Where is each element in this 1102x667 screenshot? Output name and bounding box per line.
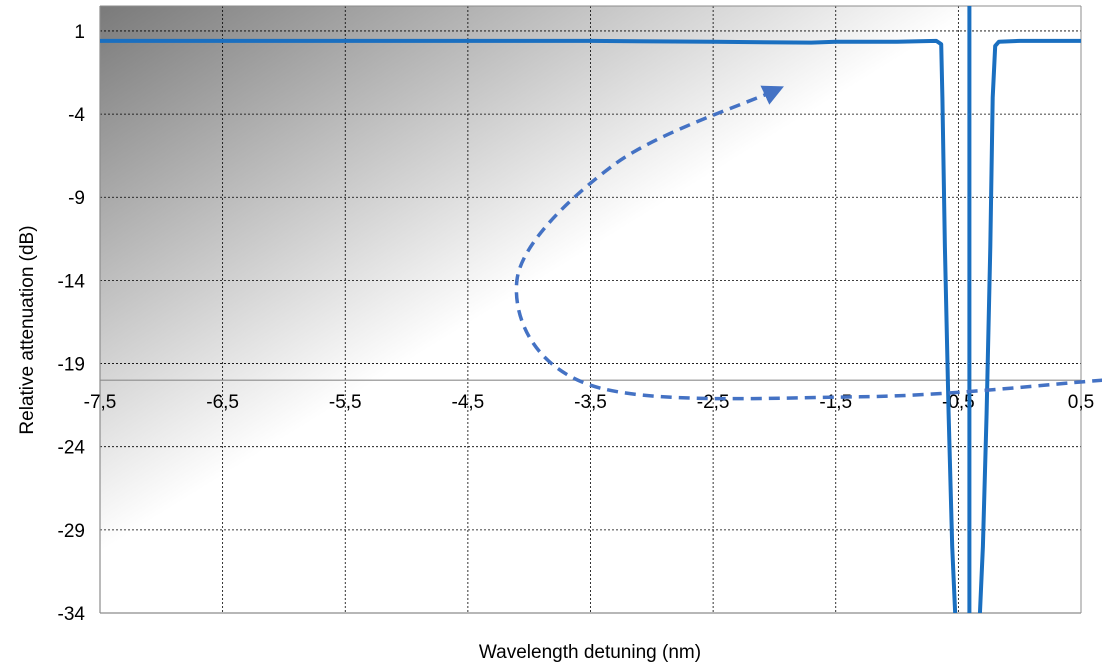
plot-background	[100, 6, 1081, 613]
y-tick-label: -19	[58, 355, 85, 376]
y-tick-label: -14	[58, 271, 86, 292]
x-tick-label: -6,5	[206, 392, 239, 413]
y-tick-label: -34	[58, 604, 86, 625]
x-tick-label: 0,5	[1068, 392, 1094, 413]
x-tick-label: -2,5	[697, 392, 730, 413]
y-tick-label: -24	[58, 438, 86, 459]
x-tick-label: -7,5	[84, 392, 117, 413]
x-tick-label: -4,5	[452, 392, 485, 413]
y-axis-title: Relative attenuation (dB)	[17, 225, 38, 434]
x-tick-label: -5,5	[329, 392, 362, 413]
y-tick-label: -4	[68, 105, 85, 126]
x-tick-label: -3,5	[574, 392, 607, 413]
x-axis-title: Wavelength detuning (nm)	[479, 642, 701, 663]
y-tick-label: -29	[58, 521, 85, 542]
y-tick-label: -9	[68, 188, 85, 209]
y-tick-label: 1	[74, 22, 85, 43]
